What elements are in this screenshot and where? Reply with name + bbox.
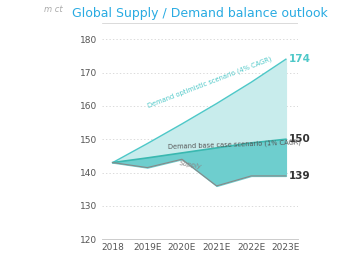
Text: 150: 150 [289,134,310,144]
Text: 139: 139 [289,171,310,181]
Text: 174: 174 [289,54,311,64]
Text: Demand optimistic scenario (4% CAGR): Demand optimistic scenario (4% CAGR) [147,56,273,109]
Title: Global Supply / Demand balance outlook: Global Supply / Demand balance outlook [72,7,328,20]
Text: Demand base case scenario (1% CAGR): Demand base case scenario (1% CAGR) [167,139,300,150]
Text: m ct: m ct [44,5,62,14]
Text: Supply: Supply [179,160,202,170]
